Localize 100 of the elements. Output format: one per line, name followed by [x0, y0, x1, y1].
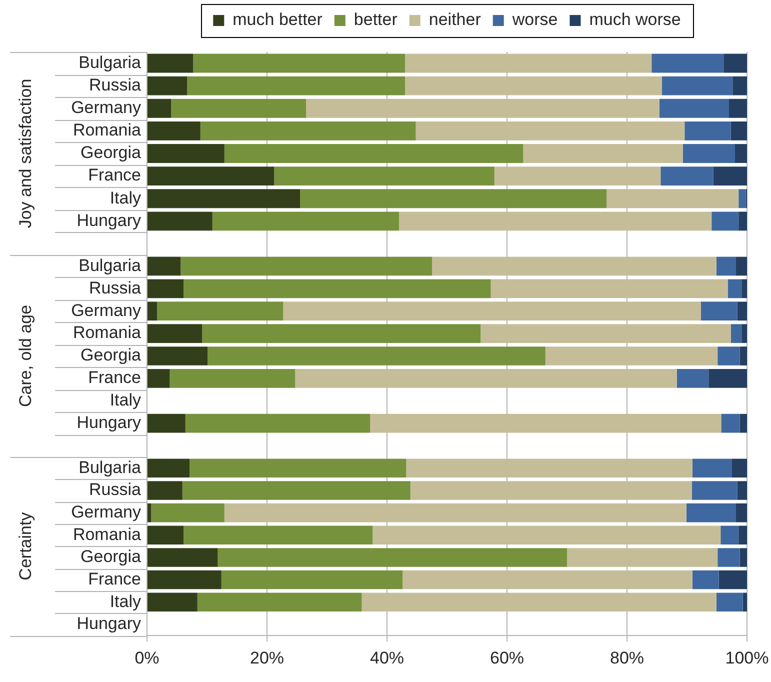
bar: [416, 121, 685, 140]
bar: [224, 144, 524, 163]
bar: [545, 346, 718, 366]
x-tick-label: 100%: [725, 648, 769, 668]
bar: [184, 526, 373, 545]
y-tick-label: Georgia: [80, 547, 142, 566]
bar: [732, 458, 747, 478]
bar: [684, 121, 731, 140]
bar: [718, 570, 747, 590]
y-tick-label: Germany: [71, 502, 142, 522]
bar: [405, 76, 662, 96]
bar: [676, 369, 709, 388]
bar: [148, 302, 158, 321]
y-tick-label: Hungary: [76, 614, 142, 634]
bar: [716, 592, 743, 612]
bar: [480, 324, 731, 343]
y-tick-label: Bulgaria: [78, 52, 142, 72]
y-tick-label: Italy: [110, 592, 142, 611]
bar: [718, 346, 740, 366]
y-axis-title: Care, old age: [16, 304, 35, 408]
bar: [148, 526, 184, 545]
bar: [736, 256, 747, 276]
bar: [306, 98, 660, 118]
bar: [567, 548, 718, 567]
bar: [148, 54, 194, 73]
bar: [148, 279, 184, 298]
bar: [740, 548, 747, 567]
bar: [738, 526, 747, 545]
y-tick-label: Italy: [110, 390, 142, 410]
y-axis-title: Joy and satisfaction: [16, 78, 35, 228]
bar: [721, 414, 740, 433]
bar: [660, 166, 714, 186]
bar: [738, 189, 746, 208]
bar: [148, 503, 152, 522]
bar: [148, 121, 200, 140]
y-tick-label: France: [88, 166, 141, 185]
bar: [148, 414, 186, 433]
y-tick-label: Italy: [110, 188, 142, 208]
bar: [735, 144, 747, 163]
bar: [200, 121, 416, 140]
bar: [171, 98, 306, 118]
y-tick-label: Bulgaria: [78, 458, 142, 477]
bar: [712, 212, 739, 231]
x-tick-label: 0%: [134, 648, 160, 668]
bar: [283, 302, 701, 321]
bar: [713, 166, 747, 186]
bar: [193, 54, 405, 73]
bar: [148, 481, 182, 500]
legend-label: much better: [232, 10, 323, 30]
bar: [157, 302, 284, 321]
bar: [742, 324, 747, 343]
bar: [718, 548, 740, 567]
y-tick-label: Russia: [89, 76, 142, 95]
bar: [652, 54, 724, 73]
bar: [202, 324, 481, 343]
bar: [405, 54, 652, 73]
bar: [362, 592, 716, 612]
x-tick-label: 20%: [250, 648, 284, 668]
bar: [148, 76, 188, 96]
x-tick-label: 40%: [370, 648, 404, 668]
bar: [708, 369, 747, 388]
bar: [148, 592, 198, 612]
bar: [151, 503, 224, 522]
bar: [148, 256, 181, 276]
y-tick-label: Romania: [72, 120, 142, 140]
bar: [148, 212, 212, 231]
bar: [197, 592, 362, 612]
bar: [432, 256, 716, 276]
y-tick-label: Romania: [72, 323, 142, 342]
legend-label: worse: [511, 10, 558, 30]
bar: [218, 548, 567, 567]
bar: [410, 481, 692, 500]
bar: [148, 324, 202, 343]
y-tick-label: Georgia: [80, 143, 142, 162]
bar: [737, 481, 747, 500]
bar: [523, 144, 683, 163]
bar: [720, 526, 739, 545]
bar: [212, 212, 399, 231]
bar: [659, 98, 729, 118]
bar: [300, 189, 607, 208]
bar: [728, 279, 742, 298]
bar: [738, 212, 747, 231]
bar: [221, 570, 403, 590]
bar: [182, 481, 410, 500]
bar: [740, 414, 747, 433]
y-tick-label: Germany: [71, 300, 142, 320]
bar: [148, 458, 190, 478]
bar: [737, 302, 747, 321]
bar: [148, 166, 274, 186]
bar: [148, 98, 171, 118]
bar: [295, 369, 677, 388]
bar: [724, 54, 747, 73]
legend-label: better: [354, 10, 398, 30]
bar: [148, 369, 170, 388]
bar: [700, 302, 738, 321]
bar: [399, 212, 712, 231]
bar: [224, 503, 686, 522]
bar: [736, 503, 747, 522]
bar: [370, 414, 722, 433]
bar: [742, 279, 747, 298]
